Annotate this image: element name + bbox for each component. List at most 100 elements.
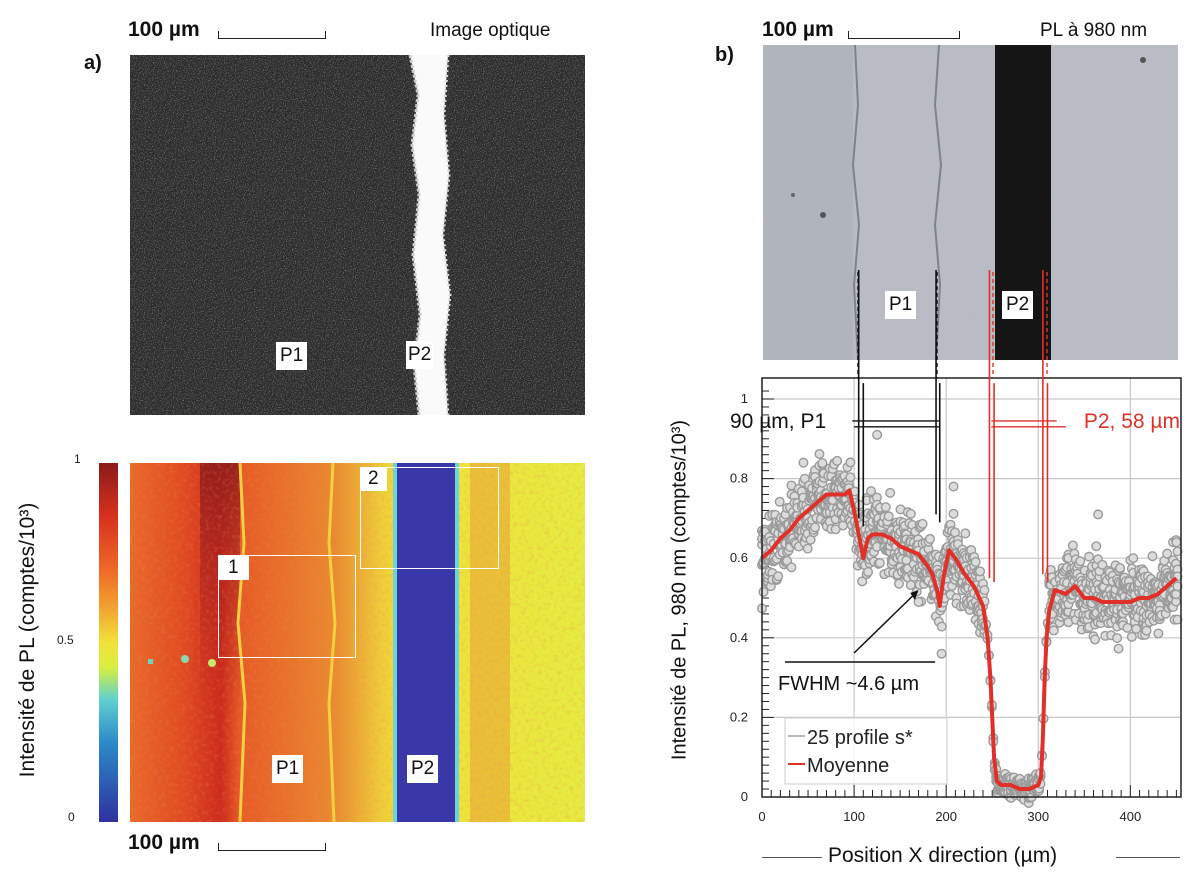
scatter-point: [1153, 628, 1164, 639]
fwhm-arrow: [853, 591, 918, 654]
optical-image-title: Image optique: [430, 20, 551, 41]
scatter-point: [1162, 548, 1173, 559]
scatter-point: [798, 457, 809, 468]
colorbar-tick: 1: [74, 452, 81, 466]
scatter-point: [1126, 631, 1137, 642]
scatter-point: [913, 596, 924, 607]
region-box-1-label: 1: [218, 556, 249, 580]
scatter-point: [1048, 625, 1059, 636]
scatter-point: [936, 648, 947, 659]
scatter-point: [1115, 563, 1126, 574]
colorbar-tick: 0: [68, 810, 75, 824]
scatter-point: [1097, 559, 1108, 570]
scatter-point: [786, 562, 797, 573]
fwhm-arrowhead: [910, 590, 919, 600]
y-axis-label: Intensité de PL, 980 nm (comptes/10³): [668, 419, 691, 761]
scatter-point: [1128, 553, 1139, 564]
region-box-2-label: 2: [360, 467, 387, 491]
scatter-point: [799, 473, 810, 484]
legend-label-mean: Moyenne: [807, 755, 889, 777]
p1-width-label: 90 µm, P1: [730, 410, 826, 433]
scatter-point: [1171, 589, 1182, 600]
scatter-point: [936, 621, 947, 632]
x-label-rule-right: [1116, 857, 1180, 858]
map-label-p1: P1: [272, 755, 304, 783]
scatter-point: [857, 576, 868, 587]
scale-label-a-top: 100 µm: [128, 18, 200, 41]
scatter-point: [1089, 634, 1100, 645]
map-label-p2: P2: [407, 755, 439, 783]
region-box-1: [218, 555, 356, 658]
scatter-point: [960, 528, 971, 539]
plot-frame: [761, 377, 1182, 798]
p2-width-label: P2, 58 µm: [1084, 410, 1180, 433]
scatter-point: [1091, 541, 1102, 552]
scatter-point: [979, 585, 990, 596]
scatter-point: [970, 557, 981, 568]
scatter-point: [1075, 556, 1086, 567]
scatter-point: [845, 472, 856, 483]
optical-label-p2: P2: [406, 341, 434, 369]
scatter-point: [885, 487, 896, 498]
y-tick-label: 0.4: [730, 630, 748, 645]
scatter-point: [1172, 614, 1183, 625]
mean-line: [760, 488, 1178, 792]
scale-label-b: 100 µm: [762, 18, 834, 41]
scatter-point: [845, 457, 856, 468]
x-tick-label: 400: [1120, 809, 1142, 824]
region-box-2: [360, 467, 499, 569]
pl-980-image: [763, 45, 1178, 360]
scatter-point: [874, 557, 885, 568]
x-tick-label: 0: [758, 809, 765, 824]
scale-bar-a-bottom: [218, 843, 326, 851]
scatter-point: [810, 522, 821, 533]
scatter-point: [866, 486, 877, 497]
x-tick-label: 300: [1027, 809, 1049, 824]
scatter-point: [905, 508, 916, 519]
scale-bar-a-top: [218, 31, 326, 39]
pl-image-label-p2: P2: [1002, 291, 1034, 319]
y-tick-label: 0.8: [730, 471, 748, 486]
optical-label-p1: P1: [276, 342, 308, 370]
colorbar: [99, 463, 118, 822]
scatter-point: [814, 448, 825, 459]
scale-bar-b: [848, 31, 960, 39]
scatter-point: [817, 458, 828, 469]
scatter-point: [1122, 622, 1133, 633]
optical-image: [130, 55, 585, 415]
fwhm-label: FWHM ~4.6 µm: [778, 673, 919, 695]
x-label-rule-left: [762, 857, 822, 858]
panel-a-letter: a): [84, 52, 102, 74]
scatter-point: [863, 566, 874, 577]
scatter-point: [832, 455, 843, 466]
scatter-point: [1172, 546, 1183, 557]
scatter-point: [894, 578, 905, 589]
scatter-point: [1112, 633, 1123, 644]
scale-label-a-bottom: 100 µm: [128, 831, 200, 854]
y-tick-label: 1: [741, 391, 748, 406]
scatter-point: [975, 566, 986, 577]
scatter-point: [1172, 581, 1183, 592]
x-tick-label: 100: [843, 809, 865, 824]
scatter-point: [880, 502, 891, 513]
scatter-point: [1147, 551, 1158, 562]
scatter-point: [773, 571, 784, 582]
legend-label-profiles: 25 profile s*: [807, 727, 913, 749]
scatter-point: [917, 518, 928, 529]
scatter-point: [1171, 537, 1182, 548]
y-tick-label: 0.6: [730, 550, 748, 565]
scatter-point: [948, 508, 959, 519]
y-tick-label: 0.2: [730, 709, 748, 724]
scatter-point: [924, 533, 935, 544]
pl-image-title: PL à 980 nm: [1040, 20, 1148, 41]
scatter-point: [948, 481, 959, 492]
scatter-point: [1113, 643, 1124, 654]
scatter-point: [1093, 509, 1104, 520]
scatter-point: [1067, 540, 1078, 551]
colorbar-tick: 0.5: [57, 633, 74, 647]
x-axis-label: Position X direction (µm): [828, 844, 1058, 867]
panel-b-letter: b): [715, 44, 734, 66]
legend-box: [784, 717, 948, 785]
x-tick-label: 200: [935, 809, 957, 824]
